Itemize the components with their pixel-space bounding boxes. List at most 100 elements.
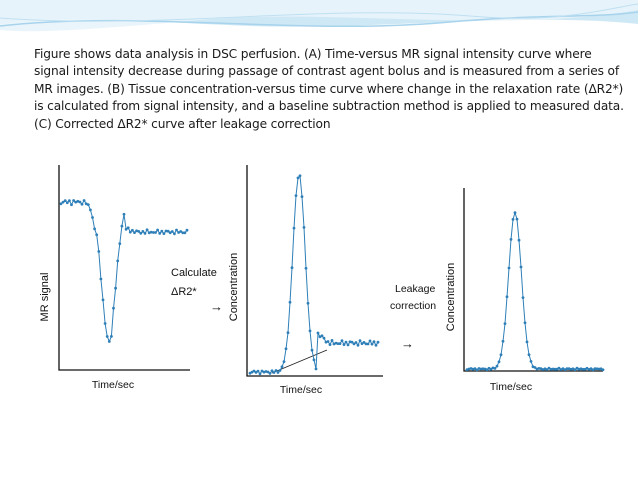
panel-c-marker <box>473 367 477 370</box>
panel-a-marker <box>168 231 172 235</box>
panel-c-marker <box>493 367 497 370</box>
panel-a-marker <box>59 202 63 206</box>
panel-a: MR signal Time/sec <box>39 165 190 391</box>
panel-c-marker <box>497 360 501 364</box>
panel-b-xlabel: Time/sec <box>280 384 322 396</box>
panel-c-axes <box>463 188 603 372</box>
panel-c-markers <box>465 211 605 372</box>
panel-a-marker <box>89 208 92 212</box>
panel-b-marker <box>296 176 300 180</box>
panel-b-marker <box>276 371 280 374</box>
panel-c-marker <box>573 368 577 372</box>
panel-a-marker <box>65 201 69 205</box>
panel-c-marker <box>511 218 515 221</box>
calculate-label: Calculate <box>171 267 217 279</box>
panel-a-marker <box>177 231 181 234</box>
panel-c-marker <box>523 321 527 325</box>
panel-b-markers <box>248 174 380 376</box>
panel-a-marker <box>116 259 120 263</box>
panel-c-marker <box>581 367 585 371</box>
panel-a-marker <box>80 202 84 206</box>
panel-b-marker <box>312 358 316 362</box>
panel-a-marker <box>162 232 166 235</box>
panel-a-marker <box>133 231 136 234</box>
panel-a-marker <box>149 230 153 234</box>
panel-b-marker <box>366 342 370 346</box>
panel-a-marker <box>158 232 162 235</box>
panel-b-marker <box>338 342 342 345</box>
panel-a-marker <box>173 232 176 236</box>
panel-a-ylabel: MR signal <box>39 273 51 322</box>
panel-c-marker <box>601 368 605 372</box>
dsc-perfusion-figure: MR signal Time/sec Calculate ΔR2* → Conc… <box>31 157 607 406</box>
panel-a-marker <box>91 216 94 219</box>
panel-c-marker <box>517 238 521 242</box>
panel-b-marker <box>358 339 362 342</box>
panel-c-marker <box>525 340 529 344</box>
panel-a-marker <box>126 226 130 230</box>
panel-b-marker <box>370 342 374 346</box>
panel-a-marker <box>74 200 78 204</box>
panel-b-marker <box>330 339 334 342</box>
panel-b-marker <box>354 341 358 344</box>
top-swoosh-line <box>0 11 638 28</box>
panel-b-marker <box>284 347 288 351</box>
panel-c-marker <box>495 364 499 368</box>
panel-c-marker <box>557 366 561 370</box>
panel-a-marker <box>99 277 103 281</box>
panel-c-marker <box>485 368 489 372</box>
panel-c-marker <box>565 367 569 370</box>
panel-b-marker <box>288 300 292 304</box>
panel-a-marker <box>110 335 113 338</box>
panel-b-marker <box>282 360 286 363</box>
panel-b-marker <box>326 340 330 343</box>
correction-label: correction <box>390 300 436 312</box>
panel-b-marker <box>374 343 378 347</box>
panel-b-marker <box>340 339 344 342</box>
panel-b-marker <box>274 369 278 372</box>
panel-a-marker <box>137 230 141 233</box>
panel-c-marker <box>505 295 509 299</box>
panel-b-marker <box>256 369 260 373</box>
panel-b-marker <box>372 340 376 344</box>
panel-a-marker <box>105 335 109 338</box>
panel-a-marker <box>68 199 71 203</box>
panel-c-marker <box>513 211 517 215</box>
panel-b-marker <box>270 369 274 373</box>
panel-c-marker <box>545 368 549 371</box>
panel-b-axes <box>246 165 383 377</box>
panel-a-marker <box>154 231 157 234</box>
panel-a-marker <box>78 200 82 204</box>
panel-a-marker <box>61 200 65 204</box>
panel-a-marker <box>97 250 101 253</box>
panel-c-marker <box>515 217 519 221</box>
panel-a-marker <box>72 199 75 202</box>
panel-c-marker <box>507 266 511 270</box>
panel-b-marker <box>292 226 296 230</box>
panel-a-marker <box>166 229 170 233</box>
panel-a-marker <box>120 224 124 228</box>
panel-c-marker <box>519 265 523 269</box>
panel-a-marker <box>131 228 134 232</box>
panel-b-marker <box>290 266 294 270</box>
panel-a-marker <box>175 228 178 232</box>
panel-b-marker <box>310 348 314 352</box>
panel-b-marker <box>352 342 356 346</box>
panel-b-marker <box>286 331 290 335</box>
panel-b-marker <box>306 301 310 305</box>
panel-b-marker <box>254 371 258 374</box>
panel-b-marker <box>298 174 302 178</box>
panel-c-marker <box>533 366 537 369</box>
panel-b-marker <box>252 369 256 373</box>
panel-b-marker <box>314 367 318 371</box>
panel-c-marker <box>503 322 507 325</box>
panel-c-xlabel: Time/sec <box>490 381 532 393</box>
panel-c-marker <box>521 296 525 299</box>
panel-a-marker <box>84 202 88 206</box>
panel-b-marker <box>268 372 272 375</box>
panel-a-marker <box>156 228 159 232</box>
panel-a-marker <box>101 298 105 302</box>
panel-b-marker <box>266 370 270 374</box>
panel-a-marker <box>76 199 80 203</box>
